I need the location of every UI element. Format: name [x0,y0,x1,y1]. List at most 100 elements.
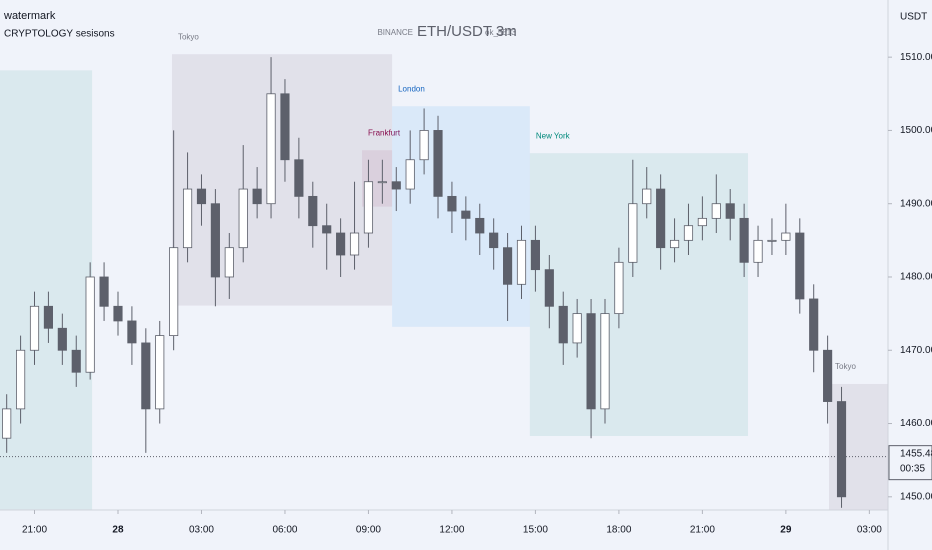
price-unit: USDT [900,12,927,23]
candle-body [210,203,220,278]
candle-body [71,349,81,373]
candle-body [614,261,624,315]
candle-body [503,247,513,285]
candle-body [461,210,471,219]
y-tick-label: 1450.00 [900,491,932,502]
x-tick-label: 03:00 [189,525,214,536]
candle-body [182,188,193,249]
x-tick-label: 06:00 [272,525,297,536]
candle-body [628,203,638,263]
candle-body [2,408,12,439]
session-label: Tokyo [178,32,199,41]
candle-body [809,298,819,351]
last-price-label: 1455.48 [900,448,932,459]
candle-body [781,232,791,241]
candle-body [29,305,40,351]
candle-body [433,130,443,197]
candle-body [169,247,179,337]
plot-area: Tokyo Frankfurt London New York Tokyo [0,32,888,511]
candle-body [43,305,53,329]
candle-body [405,159,415,190]
y-tick-label: 1480.00 [900,272,932,283]
candle-body [127,320,137,344]
session-box [0,70,93,511]
candle-body [475,217,485,234]
candle-body [697,217,707,227]
candle-body [336,232,346,256]
candle-body [99,276,109,307]
candle-body [489,232,499,249]
x-tick-label: 21:00 [22,525,47,536]
candle-body [391,181,401,190]
candle-body [572,313,582,344]
y-tick-label: 1470.00 [900,345,932,356]
candle-body [683,225,694,241]
x-tick-label: 15:00 [523,525,548,536]
candle-body [739,217,749,263]
candle-body [600,313,610,410]
candle-body [322,225,332,234]
y-tick-label: 1460.00 [900,418,932,429]
candle-body [141,342,151,410]
candle-body [544,269,554,307]
y-tick-label: 1500.00 [900,125,932,136]
candle-body [349,232,360,256]
candle-body [711,203,721,219]
watermark-label: watermark [3,10,56,22]
candle-body [57,327,67,351]
candle-body [419,130,429,161]
candle-body [558,305,568,344]
author-label: ok_5513 [485,28,516,37]
candle-body [155,335,165,410]
x-tick-label: 28 [112,525,124,536]
candle-body [753,239,763,263]
candle-body [85,276,95,373]
candle-body [294,159,304,197]
candle-body [642,188,652,205]
x-tick-label: 29 [780,525,792,536]
candle-body [266,93,276,205]
candle-body [656,188,666,249]
candle-body [725,203,735,219]
countdown-label: 00:35 [900,463,925,474]
last-price-box [888,445,932,481]
chart-title: ETH/USDT 3m [417,23,517,40]
candle-body [767,239,777,242]
x-tick-label: 21:00 [690,525,715,536]
candle-body [516,239,527,285]
candle-body [16,349,26,410]
candle-body [308,195,318,227]
candle-body [669,239,680,249]
candle-body [530,239,540,271]
x-tick-label: 18:00 [606,525,631,536]
candle-body [363,181,374,234]
candle-body [836,401,847,498]
y-tick-label: 1490.00 [900,198,932,209]
x-tick-label: 03:00 [857,525,882,536]
session-label: New York [536,131,571,140]
session-box [171,54,393,306]
candle-body [586,313,596,410]
x-tick-label: 12:00 [439,525,464,536]
candle-body [224,247,234,278]
exchange-label: BINANCE [377,28,413,37]
candle-body [280,93,290,161]
session-box [529,153,749,436]
session-box [392,106,530,327]
candle-body [113,305,123,322]
candle-body [377,181,387,184]
session-label: London [398,84,425,93]
x-tick-label: 09:00 [356,525,381,536]
indicator-label: CRYPTOLOGY sesisons [4,29,115,40]
session-label: Tokyo [835,362,856,371]
candle-body [823,349,833,402]
candle-body [238,188,248,249]
session-label: Frankfurt [368,128,401,137]
candle-body [252,188,262,205]
y-tick-label: 1510.00 [900,52,932,63]
candle-body [447,195,457,212]
candle-body [795,232,805,300]
candle-body [196,188,207,205]
